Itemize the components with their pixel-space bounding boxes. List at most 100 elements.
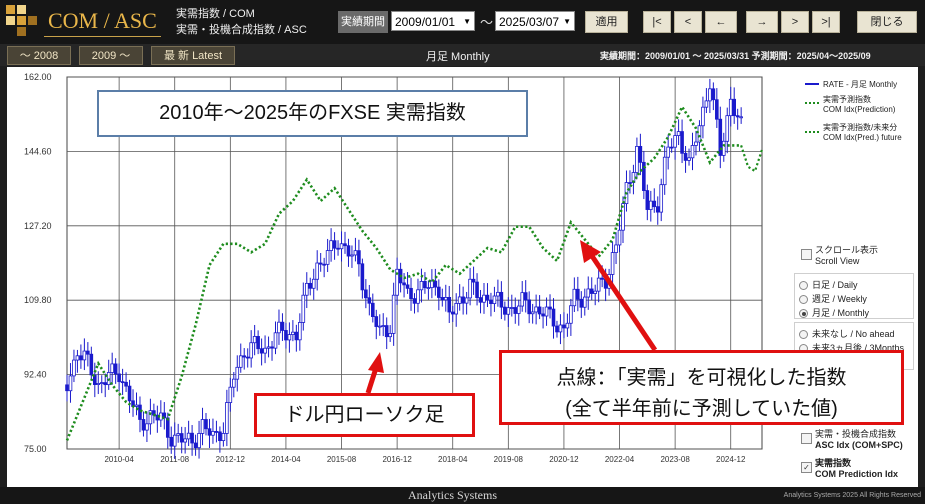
candle-body bbox=[711, 88, 716, 101]
scroll-view-checkbox[interactable] bbox=[801, 249, 812, 260]
y-tick-label: 127.20 bbox=[24, 221, 52, 231]
candle-body bbox=[235, 366, 240, 380]
candle-body bbox=[708, 88, 712, 102]
x-tick-label: 2020-12 bbox=[549, 455, 579, 464]
candle-body bbox=[204, 419, 208, 430]
x-tick-label: 2010-04 bbox=[104, 455, 134, 464]
candle-body bbox=[655, 206, 660, 213]
arrow-to-dotted bbox=[589, 254, 658, 352]
candle-body bbox=[308, 282, 313, 289]
candle-body bbox=[562, 324, 566, 329]
candle-body bbox=[200, 419, 205, 434]
brand-title: COM / ASC bbox=[44, 8, 161, 37]
candle-body bbox=[284, 330, 288, 341]
candle-body bbox=[86, 350, 90, 355]
date-from-select[interactable]: 2009/01/01 ▼ bbox=[391, 11, 475, 31]
annotation-dotted-line2: (全て半年前に予測していた値) bbox=[565, 398, 838, 420]
candle-body bbox=[124, 381, 128, 387]
candle-body bbox=[475, 281, 479, 298]
candle-body bbox=[485, 294, 490, 301]
candle-body bbox=[353, 250, 358, 256]
asc-checkbox[interactable] bbox=[801, 433, 812, 444]
prediction-future-line bbox=[740, 145, 764, 173]
candle-body bbox=[183, 438, 187, 443]
radio-daily[interactable]: 日足 / Daily bbox=[799, 278, 858, 291]
candle-body bbox=[694, 141, 698, 146]
candle-body bbox=[537, 306, 542, 315]
radio-daily-label: 日足 / Daily bbox=[812, 280, 858, 290]
candle-body bbox=[586, 288, 591, 298]
candle-body bbox=[273, 332, 278, 349]
date-from-value: 2009/01/01 bbox=[395, 15, 456, 29]
radio-weekly[interactable]: 週足 / Weekly bbox=[799, 292, 867, 305]
scroll-view-label-en: Scroll View bbox=[815, 256, 860, 266]
candle-body bbox=[471, 278, 476, 283]
candle-body bbox=[638, 145, 643, 163]
candle-body bbox=[287, 334, 292, 341]
candle-body bbox=[218, 431, 222, 442]
candle-body bbox=[409, 287, 413, 300]
footer: Analytics Systems Analytics Systems 2025… bbox=[0, 487, 925, 504]
candle-body bbox=[294, 331, 299, 341]
nav-last-button[interactable]: >| bbox=[812, 11, 840, 33]
subtitle-com: 実需指数 / COM bbox=[176, 8, 255, 20]
tab-from-2009[interactable]: 2009 ～ bbox=[79, 46, 143, 65]
candle-body bbox=[423, 281, 427, 289]
nav-forward-button[interactable]: → bbox=[746, 11, 778, 33]
radio-monthly[interactable]: 月足 / Monthly bbox=[799, 306, 869, 319]
candle-body bbox=[732, 98, 736, 117]
nav-first-button[interactable]: |< bbox=[643, 11, 671, 33]
candle-body bbox=[739, 116, 743, 119]
range-tilde: ～ bbox=[480, 15, 494, 30]
date-to-select[interactable]: 2025/03/07 ▼ bbox=[495, 11, 575, 31]
tab-before-2008[interactable]: ～ 2008 bbox=[7, 46, 71, 65]
candle-body bbox=[301, 294, 306, 323]
candle-body bbox=[468, 278, 472, 299]
candle-body bbox=[412, 298, 417, 304]
footer-brand: Analytics Systems bbox=[408, 488, 497, 502]
close-button[interactable]: 閉じる bbox=[857, 11, 917, 33]
y-tick-label: 75.00 bbox=[24, 444, 47, 454]
candle-body bbox=[687, 157, 691, 161]
candle-body bbox=[610, 252, 615, 275]
candle-body bbox=[89, 353, 94, 376]
y-tick-label: 162.00 bbox=[24, 72, 52, 82]
candle-body bbox=[666, 146, 670, 158]
candle-body bbox=[325, 250, 330, 265]
com-checkbox[interactable]: ✓ bbox=[801, 462, 812, 473]
candle-body bbox=[172, 434, 177, 447]
legend-prediction-sublabel: COM Idx(Prediction) bbox=[823, 105, 896, 114]
candle-body bbox=[461, 296, 465, 304]
candle-body bbox=[231, 378, 236, 388]
tab-latest[interactable]: 最 新 Latest bbox=[151, 46, 235, 65]
candle-body bbox=[492, 295, 497, 304]
com-label-jp: 実需指数 bbox=[815, 458, 852, 468]
candle-body bbox=[662, 156, 667, 186]
candle-body bbox=[402, 282, 406, 286]
candle-body bbox=[329, 240, 333, 251]
candle-body bbox=[256, 336, 260, 350]
candle-body bbox=[513, 307, 518, 314]
nav-back-button[interactable]: ← bbox=[705, 11, 737, 33]
candle-body bbox=[683, 152, 688, 161]
candle-body bbox=[304, 282, 309, 296]
radio-no-ahead[interactable]: 未来なし / No ahead bbox=[799, 327, 895, 340]
candle-body bbox=[245, 356, 250, 359]
candle-body bbox=[454, 302, 458, 315]
nav-prev-button[interactable]: < bbox=[674, 11, 702, 33]
x-tick-label: 2023-08 bbox=[660, 455, 690, 464]
candle-body bbox=[364, 289, 368, 299]
candle-body bbox=[346, 245, 351, 257]
apply-button[interactable]: 適用 bbox=[585, 11, 628, 33]
candle-body bbox=[617, 229, 622, 246]
candle-body bbox=[558, 324, 563, 333]
candle-body bbox=[75, 355, 80, 361]
candle-body bbox=[715, 99, 719, 120]
candle-body bbox=[145, 423, 149, 431]
candle-body bbox=[443, 297, 448, 301]
radio-weekly-dot bbox=[799, 295, 808, 305]
candle-body bbox=[343, 243, 347, 247]
nav-next-button[interactable]: > bbox=[781, 11, 809, 33]
legend: RATE - 月足 Monthly 実需予測指数 COM Idx(Predict… bbox=[805, 80, 902, 142]
y-tick-label: 92.40 bbox=[24, 370, 47, 380]
